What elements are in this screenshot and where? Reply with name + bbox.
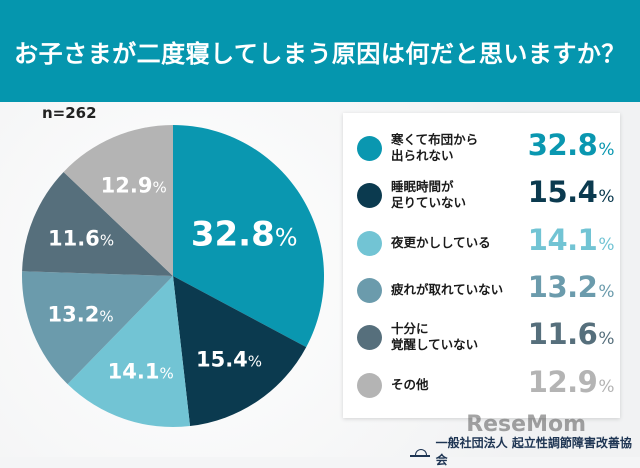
legend-color-dot bbox=[357, 230, 382, 256]
legend: 寒くて布団から 出られない 32.8% 睡眠時間が 足りていない 15.4% 夜更かしし… bbox=[343, 113, 620, 418]
legend-item: 睡眠時間が 足りていない 15.4% bbox=[343, 173, 620, 217]
pie-slice bbox=[173, 276, 307, 427]
pie-data-label: 15.4% bbox=[196, 347, 262, 371]
legend-value: 12.9% bbox=[527, 364, 615, 399]
legend-label: 疲れが取れていない bbox=[391, 281, 504, 297]
legend-label: 寒くて布団から 出られない bbox=[391, 132, 479, 163]
legend-item: その他 12.9% bbox=[343, 363, 620, 407]
legend-value: 13.2% bbox=[527, 269, 615, 304]
header-banner: お子さまが二度寝してしまう原因は何だと思いますか？ bbox=[0, 0, 640, 102]
legend-label: 十分に 覚醒していない bbox=[391, 321, 479, 353]
pie-slice bbox=[67, 276, 191, 427]
legend-color-dot bbox=[357, 136, 382, 161]
legend-label: 夜更かししている bbox=[391, 234, 491, 250]
resemom-watermark: ReseMom bbox=[466, 412, 586, 437]
legend-color-dot bbox=[357, 325, 382, 351]
pie-slice bbox=[173, 125, 324, 348]
pie-data-label: 14.1% bbox=[108, 359, 174, 383]
pie-data-label: 12.9% bbox=[101, 173, 167, 197]
pie-data-label: 32.8% bbox=[191, 214, 298, 254]
legend-item: 寒くて布団から 出られない 32.8% bbox=[343, 126, 620, 170]
pie-slice bbox=[22, 171, 173, 276]
legend-item: 夜更かししている 14.1% bbox=[343, 221, 620, 265]
legend-value: 32.8% bbox=[527, 128, 615, 162]
pie-slice bbox=[63, 125, 173, 276]
legend-color-dot bbox=[357, 277, 382, 303]
pie-data-label: 11.6% bbox=[48, 227, 114, 251]
sample-size: n=262 bbox=[42, 104, 97, 122]
footer-organization: 一般社団法人 起立性調節障害改善協会 bbox=[410, 434, 640, 468]
organization-name: 一般社団法人 起立性調節障害改善協会 bbox=[435, 436, 632, 467]
legend-item: 疲れが取れていない 13.2% bbox=[343, 268, 620, 312]
legend-value: 14.1% bbox=[527, 222, 615, 257]
pie-data-label: 13.2% bbox=[48, 302, 114, 326]
legend-color-dot bbox=[357, 372, 382, 398]
legend-label: その他 bbox=[391, 376, 429, 392]
legend-label: 睡眠時間が 足りていない bbox=[391, 179, 467, 211]
pie-chart: 32.8% 15.4% 14.1% 13.2% 11.6% 12.9% bbox=[21, 125, 324, 427]
legend-color-dot bbox=[357, 183, 382, 209]
legend-value: 11.6% bbox=[527, 317, 615, 352]
pie-slice bbox=[21, 271, 173, 385]
legend-item: 十分に 覚醒していない 11.6% bbox=[343, 315, 620, 359]
chart-title: お子さまが二度寝してしまう原因は何だと思いますか？ bbox=[14, 39, 626, 68]
sunrise-logo-icon bbox=[410, 445, 430, 457]
legend-value: 15.4% bbox=[527, 175, 615, 210]
